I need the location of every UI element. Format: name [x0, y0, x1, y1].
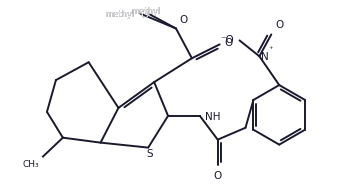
Text: ⁻O: ⁻O — [221, 35, 234, 45]
Text: O: O — [225, 38, 233, 48]
Text: ⁺: ⁺ — [268, 45, 273, 54]
Text: O: O — [140, 10, 148, 20]
Text: O: O — [275, 20, 283, 30]
Text: methyl: methyl — [132, 7, 161, 16]
Text: O: O — [214, 171, 222, 181]
Text: methyl: methyl — [105, 10, 134, 19]
Text: S: S — [146, 149, 152, 159]
Text: O: O — [140, 10, 148, 20]
Text: NH: NH — [205, 112, 220, 122]
Text: methyl: methyl — [132, 7, 161, 16]
Text: methyl: methyl — [105, 10, 134, 19]
Text: CH₃: CH₃ — [23, 160, 39, 169]
Text: O: O — [179, 15, 187, 24]
Text: N: N — [262, 52, 269, 62]
